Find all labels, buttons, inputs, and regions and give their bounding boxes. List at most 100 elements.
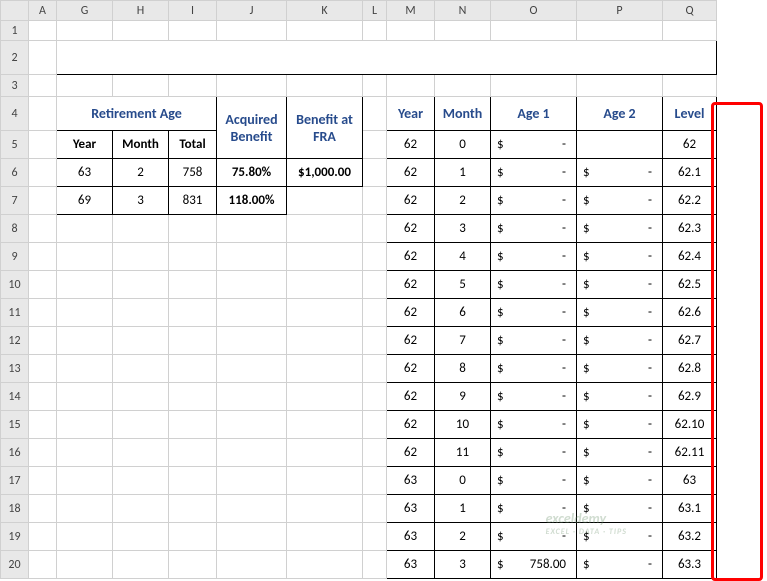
cell-O19[interactable]: $- — [491, 523, 577, 551]
cell-A6[interactable] — [29, 159, 57, 187]
cell-G17[interactable] — [57, 467, 113, 495]
cell-G8[interactable] — [57, 215, 113, 243]
cell-G12[interactable] — [57, 327, 113, 355]
col-hdr-K[interactable]: K — [287, 1, 363, 21]
row-hdr-8[interactable]: 8 — [1, 215, 29, 243]
hdr-month[interactable]: Month — [435, 97, 491, 131]
col-hdr-P[interactable]: P — [577, 1, 663, 21]
row-hdr-18[interactable]: 18 — [1, 495, 29, 523]
cell-P20[interactable]: $- — [577, 551, 663, 579]
cell-N8[interactable]: 3 — [435, 215, 491, 243]
cell-J12[interactable] — [217, 327, 287, 355]
cell-A15[interactable] — [29, 411, 57, 439]
cell-A4[interactable] — [29, 97, 57, 131]
cell-I16[interactable] — [169, 439, 217, 467]
cell-G9[interactable] — [57, 243, 113, 271]
cell-N19[interactable]: 2 — [435, 523, 491, 551]
cell-K3[interactable] — [287, 75, 363, 97]
cell-N13[interactable]: 8 — [435, 355, 491, 383]
cell-L17[interactable] — [363, 467, 387, 495]
cell-A16[interactable] — [29, 439, 57, 467]
cell-H6[interactable]: 2 — [113, 159, 169, 187]
cell-P15[interactable]: $- — [577, 411, 663, 439]
cell-K15[interactable] — [287, 411, 363, 439]
cell-N18[interactable]: 1 — [435, 495, 491, 523]
col-hdr-L[interactable]: L — [363, 1, 387, 21]
level-cell[interactable]: 63.3 — [663, 551, 717, 579]
cell-L10[interactable] — [363, 271, 387, 299]
cell-L14[interactable] — [363, 383, 387, 411]
level-cell[interactable]: 62.6 — [663, 299, 717, 327]
cell-P17[interactable]: $- — [577, 467, 663, 495]
cell-N14[interactable]: 9 — [435, 383, 491, 411]
row-hdr-11[interactable]: 11 — [1, 299, 29, 327]
row-hdr-16[interactable]: 16 — [1, 439, 29, 467]
cell-O13[interactable]: $- — [491, 355, 577, 383]
cell-N9[interactable]: 4 — [435, 243, 491, 271]
hdr-level[interactable]: Level — [663, 97, 717, 131]
cell-G11[interactable] — [57, 299, 113, 327]
cell-I20[interactable] — [169, 551, 217, 579]
cell-L4[interactable] — [363, 97, 387, 131]
cell-O1[interactable] — [491, 21, 577, 41]
hdr-age2[interactable]: Age 2 — [577, 97, 663, 131]
cell-O17[interactable]: $- — [491, 467, 577, 495]
cell-O3[interactable] — [491, 75, 577, 97]
cell-M8[interactable]: 62 — [387, 215, 435, 243]
cell-O5[interactable]: $- — [491, 131, 577, 159]
cell-A19[interactable] — [29, 523, 57, 551]
cell-N15[interactable]: 10 — [435, 411, 491, 439]
cell-J14[interactable] — [217, 383, 287, 411]
row-hdr-7[interactable]: 7 — [1, 187, 29, 215]
cell-K11[interactable] — [287, 299, 363, 327]
level-cell[interactable]: 62.4 — [663, 243, 717, 271]
cell-A13[interactable] — [29, 355, 57, 383]
col-hdr-Q[interactable]: Q — [663, 1, 717, 21]
cell-N17[interactable]: 0 — [435, 467, 491, 495]
cell-P10[interactable]: $- — [577, 271, 663, 299]
cell-H18[interactable] — [113, 495, 169, 523]
cell-O16[interactable]: $- — [491, 439, 577, 467]
cell-H20[interactable] — [113, 551, 169, 579]
cell-I3[interactable] — [169, 75, 217, 97]
cell-J17[interactable] — [217, 467, 287, 495]
cell-N1[interactable] — [435, 21, 491, 41]
cell-L11[interactable] — [363, 299, 387, 327]
cell-M13[interactable]: 62 — [387, 355, 435, 383]
cell-M11[interactable]: 62 — [387, 299, 435, 327]
cell-N20[interactable]: 3 — [435, 551, 491, 579]
cell-H7[interactable]: 3 — [113, 187, 169, 215]
cell-I9[interactable] — [169, 243, 217, 271]
cell-I19[interactable] — [169, 523, 217, 551]
cell-H17[interactable] — [113, 467, 169, 495]
cell-M9[interactable]: 62 — [387, 243, 435, 271]
cell-G5[interactable]: Year — [57, 131, 113, 159]
cell-M12[interactable]: 62 — [387, 327, 435, 355]
cell-M20[interactable]: 63 — [387, 551, 435, 579]
cell-A11[interactable] — [29, 299, 57, 327]
cell-K14[interactable] — [287, 383, 363, 411]
cell-L18[interactable] — [363, 495, 387, 523]
cell-O12[interactable]: $- — [491, 327, 577, 355]
spreadsheet-grid[interactable]: AGHIJKLMNOPQ 12Social Security Break Eve… — [0, 0, 717, 579]
level-cell[interactable]: 62 — [663, 131, 717, 159]
cell-M15[interactable]: 62 — [387, 411, 435, 439]
cell-A14[interactable] — [29, 383, 57, 411]
cell-I8[interactable] — [169, 215, 217, 243]
cell-N11[interactable]: 6 — [435, 299, 491, 327]
cell-H8[interactable] — [113, 215, 169, 243]
level-cell[interactable]: 62.2 — [663, 187, 717, 215]
row-hdr-19[interactable]: 19 — [1, 523, 29, 551]
cell-O9[interactable]: $- — [491, 243, 577, 271]
cell-M5[interactable]: 62 — [387, 131, 435, 159]
cell-J6[interactable]: 75.80% — [217, 159, 287, 187]
cell-I18[interactable] — [169, 495, 217, 523]
cell-K20[interactable] — [287, 551, 363, 579]
cell-K1[interactable] — [287, 21, 363, 41]
col-hdr-I[interactable]: I — [169, 1, 217, 21]
cell-L5[interactable] — [363, 131, 387, 159]
row-hdr-13[interactable]: 13 — [1, 355, 29, 383]
cell-A9[interactable] — [29, 243, 57, 271]
cell-O7[interactable]: $- — [491, 187, 577, 215]
hdr-year[interactable]: Year — [387, 97, 435, 131]
